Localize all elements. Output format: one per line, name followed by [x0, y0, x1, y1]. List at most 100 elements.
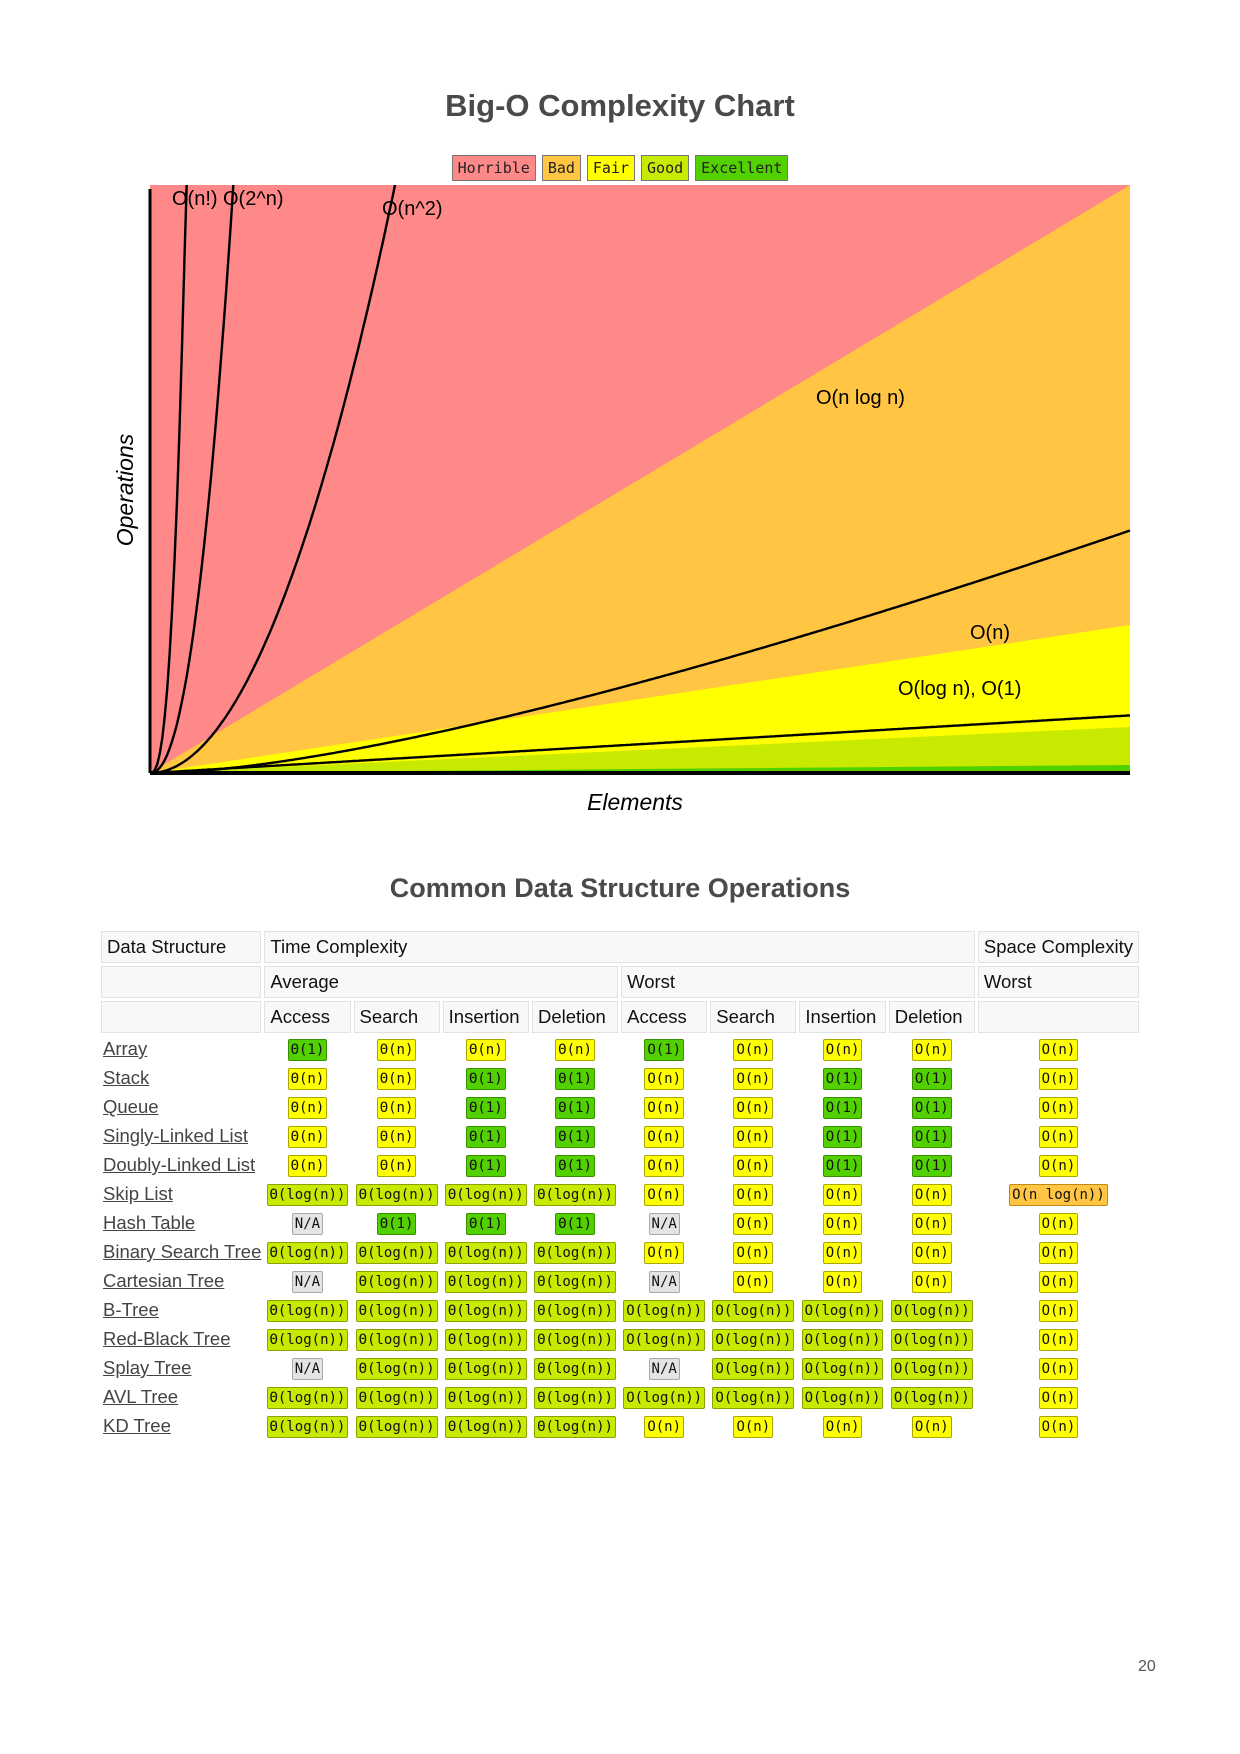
- region-good: [150, 727, 1130, 773]
- complexity-chip: O(log(n)): [890, 1387, 973, 1409]
- complexity-chip: O(n): [733, 1271, 774, 1293]
- complexity-chip: Θ(1): [465, 1097, 506, 1119]
- data-structure-link[interactable]: Binary Search Tree: [103, 1241, 262, 1262]
- table-row: Array Θ(1) Θ(n) Θ(n) Θ(n) O(1) O(n) O(n) O(n) O(n…: [101, 1036, 1139, 1062]
- data-structure-link[interactable]: Array: [103, 1038, 148, 1059]
- curve-line-3: [150, 529, 1131, 775]
- data-structure-link[interactable]: Cartesian Tree: [103, 1270, 225, 1291]
- complexity-chip: Θ(log(n)): [355, 1387, 438, 1409]
- header-worst: Worst: [621, 966, 975, 998]
- header-op-access: Access: [264, 1001, 351, 1033]
- complexity-chip: O(log(n)): [890, 1329, 973, 1351]
- header-row-3: Access Search Insertion Deletion Access Searc…: [101, 1001, 1139, 1033]
- header-data-structure: Data Structure: [101, 931, 262, 963]
- data-structure-link[interactable]: Singly-Linked List: [103, 1125, 248, 1146]
- header-op-search: Search: [710, 1001, 797, 1033]
- complexity-chip: N/A: [291, 1358, 324, 1380]
- table-title: Common Data Structure Operations: [389, 873, 851, 903]
- complexity-chip: N/A: [648, 1271, 680, 1293]
- header-blank: [101, 1001, 262, 1033]
- table-row: Singly-Linked List Θ(n) Θ(n) Θ(1) Θ(1) O(n) O(…: [101, 1123, 1139, 1149]
- table-row: Binary Search Tree Θ(log(n)) Θ(log(n)) Θ(lo…: [101, 1239, 1139, 1265]
- data-structure-link[interactable]: AVL Tree: [103, 1386, 179, 1407]
- page-number: 20: [1138, 1658, 1156, 1675]
- header-blank: [101, 966, 262, 998]
- data-structure-link[interactable]: Doubly-Linked List: [103, 1154, 256, 1175]
- data-structure-link[interactable]: Skip List: [103, 1183, 173, 1204]
- complexity-chip: O(n): [822, 1184, 863, 1206]
- data-structure-link[interactable]: Stack: [103, 1067, 150, 1088]
- complexity-chip: Θ(log(n)): [266, 1329, 349, 1351]
- complexity-chip: Θ(log(n)): [355, 1416, 438, 1438]
- complexity-chip: Θ(log(n)): [444, 1358, 527, 1380]
- complexity-chip: Θ(log(n)): [266, 1416, 349, 1438]
- complexity-chip: Θ(n): [465, 1039, 506, 1061]
- complexity-chip: O(n): [911, 1416, 952, 1438]
- complexity-chip: O(1): [644, 1039, 685, 1061]
- header-op-deletion: Deletion: [531, 1001, 619, 1033]
- complexity-chip: O(n): [733, 1039, 774, 1061]
- table-row: KD Tree Θ(log(n)) Θ(log(n)) Θ(log(n)) Θ(log(…: [101, 1413, 1139, 1439]
- complexity-chip: N/A: [291, 1213, 324, 1235]
- complexity-chip: O(n): [644, 1184, 685, 1206]
- chart-legend: Horrible Bad Fair Good Excellent: [0, 155, 1240, 181]
- header-op-search: Search: [353, 1001, 440, 1033]
- header-space-worst: Worst: [977, 966, 1139, 998]
- complexity-chip: O(1): [911, 1097, 952, 1119]
- curve-label-1: O(2^n): [223, 188, 284, 210]
- region-bad: [150, 185, 1130, 773]
- complexity-chip: Θ(log(n)): [355, 1271, 438, 1293]
- table-row: B-Tree Θ(log(n)) Θ(log(n)) Θ(log(n)) Θ(log(n…: [101, 1297, 1139, 1323]
- complexity-chip: O(n): [1038, 1329, 1079, 1351]
- complexity-chip: Θ(log(n)): [444, 1184, 527, 1206]
- complexity-chip: O(n): [1038, 1097, 1079, 1119]
- complexity-chip: O(n): [822, 1416, 863, 1438]
- legend-excellent: Excellent: [695, 155, 789, 181]
- legend-horrible: Horrible: [451, 155, 536, 181]
- complexity-chip: O(log(n)): [890, 1358, 973, 1380]
- curve-label-4: O(n): [970, 622, 1010, 644]
- data-structure-link[interactable]: B-Tree: [103, 1299, 159, 1320]
- complexity-chip: O(log(n)): [712, 1329, 795, 1351]
- complexity-chip: Θ(log(n)): [266, 1387, 349, 1409]
- complexity-chip: O(n): [1038, 1155, 1079, 1177]
- data-structure-link[interactable]: Red-Black Tree: [103, 1328, 231, 1349]
- complexity-chip: Θ(log(n)): [444, 1329, 527, 1351]
- complexity-chip: O(n): [911, 1271, 952, 1293]
- complexity-chip: O(n): [644, 1416, 685, 1438]
- complexity-chip: Θ(n): [376, 1039, 417, 1061]
- data-structure-link[interactable]: Hash Table: [103, 1212, 196, 1233]
- data-structure-link[interactable]: KD Tree: [103, 1415, 171, 1436]
- data-structure-link[interactable]: Queue: [103, 1096, 159, 1117]
- complexity-chip: O(1): [911, 1068, 952, 1090]
- complexity-chip: Θ(log(n)): [444, 1271, 527, 1293]
- complexity-chip: O(n log(n)): [1009, 1184, 1108, 1206]
- table-row: Queue Θ(n) Θ(n) Θ(1) Θ(1) O(n) O(n) O(1) O(1) O(n…: [101, 1094, 1139, 1120]
- header-blank: [977, 1001, 1139, 1033]
- complexity-chip: Θ(n): [287, 1097, 328, 1119]
- data-structure-link[interactable]: Splay Tree: [103, 1357, 192, 1378]
- header-op-access: Access: [621, 1001, 708, 1033]
- table-row: Splay Tree N/A Θ(log(n)) Θ(log(n)) Θ(log(n))…: [101, 1355, 1139, 1381]
- complexity-chip: O(n): [733, 1184, 774, 1206]
- chart-title: Big-O Complexity Chart: [445, 88, 795, 123]
- complexity-chip: O(n): [1038, 1387, 1079, 1409]
- complexity-chip: O(n): [733, 1155, 774, 1177]
- curve-line-0: [149, 185, 188, 775]
- complexity-chart: O(n!) O(2^n) O(n^2) O(n log n) O(n) O(log n),…: [112, 185, 1131, 815]
- complexity-chip: Θ(log(n)): [534, 1300, 616, 1322]
- complexity-chip: O(n): [733, 1242, 774, 1264]
- complexity-chip: O(n): [822, 1271, 863, 1293]
- curve-line-4: [149, 714, 1131, 775]
- complexity-chip: Θ(1): [555, 1068, 595, 1090]
- table-row: AVL Tree Θ(log(n)) Θ(log(n)) Θ(log(n)) Θ(log…: [101, 1384, 1139, 1410]
- complexity-regions: [150, 185, 1130, 773]
- complexity-chip: Θ(log(n)): [444, 1300, 527, 1322]
- complexity-chip: Θ(n): [555, 1039, 595, 1061]
- complexity-chip: Θ(n): [376, 1068, 417, 1090]
- complexity-chip: O(log(n)): [801, 1329, 884, 1351]
- complexity-chip: Θ(n): [287, 1068, 328, 1090]
- complexity-chip: Θ(log(n)): [355, 1242, 438, 1264]
- complexity-chip: O(n): [1038, 1213, 1079, 1235]
- complexity-chip: O(n): [1038, 1271, 1079, 1293]
